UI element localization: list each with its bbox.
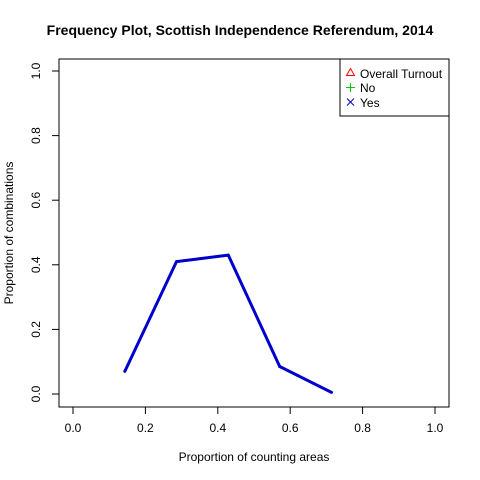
data-point <box>329 390 333 394</box>
x-axis-label: Proportion of counting areas <box>179 450 330 464</box>
y-tick-label: 1.0 <box>29 62 43 79</box>
y-tick-label: 0.4 <box>29 256 43 273</box>
x-tick-label: 0.2 <box>137 421 154 435</box>
data-point <box>226 253 230 257</box>
x-tick-label: 1.0 <box>427 421 444 435</box>
legend-label-yes: Yes <box>360 96 380 110</box>
legend-label-overall-turnout: Overall Turnout <box>360 67 443 81</box>
chart-title: Frequency Plot, Scottish Independence Re… <box>47 22 434 38</box>
x-tick-label: 0.4 <box>209 421 226 435</box>
y-tick-label: 0.0 <box>29 385 43 402</box>
x-tick-label: 0.0 <box>65 421 82 435</box>
y-axis-label: Proportion of combinations <box>2 162 16 305</box>
y-tick-label: 0.8 <box>29 127 43 144</box>
series-group <box>123 253 333 394</box>
no-plus-icon <box>346 83 355 92</box>
x-tick-label: 0.6 <box>282 421 299 435</box>
overall-turnout-triangle-icon <box>345 67 356 76</box>
yes-cross-icon <box>346 98 355 106</box>
data-point <box>175 260 179 264</box>
x-tick-label: 0.8 <box>354 421 371 435</box>
x-axis: 0.0 0.2 0.4 0.6 0.8 1.0 <box>65 406 444 435</box>
y-axis: 0.0 0.2 0.4 0.6 0.8 1.0 <box>29 62 60 402</box>
data-point <box>123 369 127 373</box>
series-line-yes <box>123 253 333 394</box>
y-tick-label: 0.2 <box>29 321 43 338</box>
legend-label-no: No <box>360 81 376 95</box>
legend: Overall Turnout No Yes <box>339 58 450 117</box>
data-point <box>278 365 282 369</box>
legend-box <box>339 58 450 117</box>
y-tick-label: 0.6 <box>29 192 43 209</box>
